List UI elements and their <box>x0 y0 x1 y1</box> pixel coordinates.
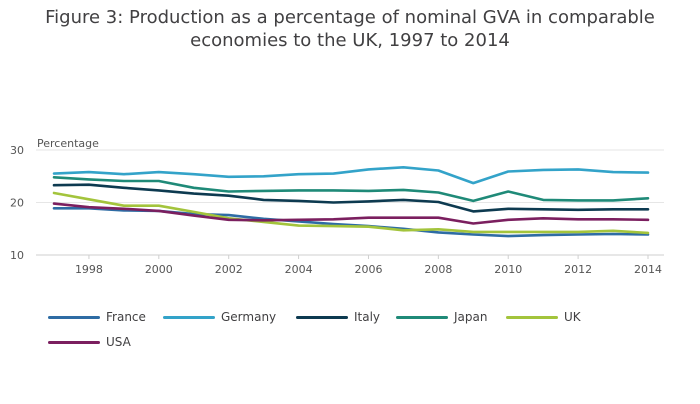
y-tick-label: 10 <box>10 249 24 262</box>
legend-swatch <box>506 315 558 319</box>
legend-swatch <box>396 315 448 319</box>
x-axis-ticks: 1998 2000 2002 2004 2006 2008 2010 2012 2014 <box>75 255 662 276</box>
x-tick-label: 2000 <box>145 263 173 276</box>
series-lines <box>52 166 650 238</box>
series-line-italy <box>52 183 650 213</box>
chart-title: Figure 3: Production as a percentage of … <box>0 6 700 52</box>
series-line-usa <box>52 202 650 225</box>
x-tick-label: 2002 <box>215 263 243 276</box>
x-tick-label: 2008 <box>424 263 452 276</box>
legend-label: Germany <box>221 310 277 324</box>
x-tick-label: 2004 <box>285 263 313 276</box>
series-line-germany <box>52 166 650 185</box>
legend-label: Italy <box>354 310 381 324</box>
legend-item-italy: Italy <box>296 310 380 324</box>
series-line-uk <box>52 191 650 235</box>
legend-label: France <box>106 310 146 324</box>
legend-item-usa: USA <box>48 335 131 349</box>
legend-swatch <box>48 340 100 344</box>
y-axis-ticks: 10 20 30 <box>10 144 24 262</box>
legend-label: Japan <box>454 310 488 324</box>
legend-swatch <box>296 315 348 319</box>
legend-label: USA <box>106 335 131 349</box>
y-tick-label: 20 <box>10 197 24 210</box>
legend-item-germany: Germany <box>163 310 276 324</box>
legend-label: UK <box>564 310 581 324</box>
x-tick-label: 2006 <box>354 263 382 276</box>
series-line-japan <box>52 176 650 203</box>
legend-item-uk: UK <box>506 310 581 324</box>
chart-title-line-2: economies to the UK, 1997 to 2014 <box>190 30 510 51</box>
legend-item-france: France <box>48 310 146 324</box>
x-tick-label: 2014 <box>634 263 662 276</box>
legend-swatch <box>48 315 100 319</box>
legend-item-japan: Japan <box>396 310 487 324</box>
y-tick-label: 30 <box>10 144 24 157</box>
legend-swatch <box>163 315 215 319</box>
x-tick-label: 2010 <box>494 263 522 276</box>
chart-title-line-1: Figure 3: Production as a percentage of … <box>45 7 655 28</box>
y-axis-label: Percentage <box>37 137 99 150</box>
x-tick-label: 1998 <box>75 263 103 276</box>
x-tick-label: 2012 <box>564 263 592 276</box>
